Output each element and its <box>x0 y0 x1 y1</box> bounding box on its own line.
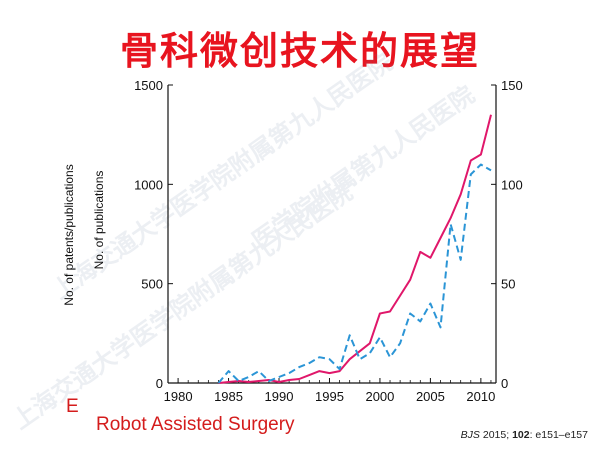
stray-glyph: E <box>66 396 79 417</box>
citation: BJS 2015; 102: e151–e157 <box>461 429 588 441</box>
y-axis-left-title: No. of patents/publications <box>62 164 76 305</box>
series-line-dashed <box>217 163 492 384</box>
plot-frame <box>167 85 497 384</box>
citation-journal: BJS <box>460 429 480 441</box>
y-right-tick-label: 0 <box>501 376 508 391</box>
series-line-solid <box>218 114 492 384</box>
x-tick-label: 2010 <box>466 389 495 404</box>
y-left-tick-label: 1000 <box>134 177 163 192</box>
x-tick-label: 1990 <box>265 389 294 404</box>
x-tick-label: 1995 <box>315 389 344 404</box>
x-tick-label: 2000 <box>365 389 394 404</box>
y-left-tick-label: 0 <box>156 376 163 391</box>
x-tick-label: 2005 <box>416 389 445 404</box>
x-tick-label: 1985 <box>214 389 243 404</box>
citation-volume: 102 <box>512 429 530 441</box>
y-right-tick-label: 150 <box>501 78 523 93</box>
citation-year: 2015; <box>479 429 513 441</box>
watermark: 上海交通大学医学院附属第九人民医院 上海交通大学医学院附属第九人民医院 医学院附… <box>7 48 479 435</box>
y-axis-right: 0 50 100 150 <box>491 78 523 391</box>
citation-pages: : e151–e157 <box>529 429 588 441</box>
y-axis-left-inner-title: No. of publications <box>92 171 106 270</box>
series-layer <box>217 114 492 384</box>
y-left-tick-label: 500 <box>141 277 163 292</box>
x-axis: 1980 1985 1990 1995 2000 2005 2010 <box>164 378 495 404</box>
slide-title: 骨科微创技术的展望 <box>119 29 480 73</box>
y-right-tick-label: 100 <box>501 177 523 192</box>
y-right-tick-label: 50 <box>501 277 515 292</box>
x-tick-label: 1980 <box>164 389 193 404</box>
y-axis-left: 0 500 1000 1500 <box>134 78 173 391</box>
y-left-tick-label: 1500 <box>134 78 163 93</box>
caption: Robot Assisted Surgery <box>96 414 295 435</box>
